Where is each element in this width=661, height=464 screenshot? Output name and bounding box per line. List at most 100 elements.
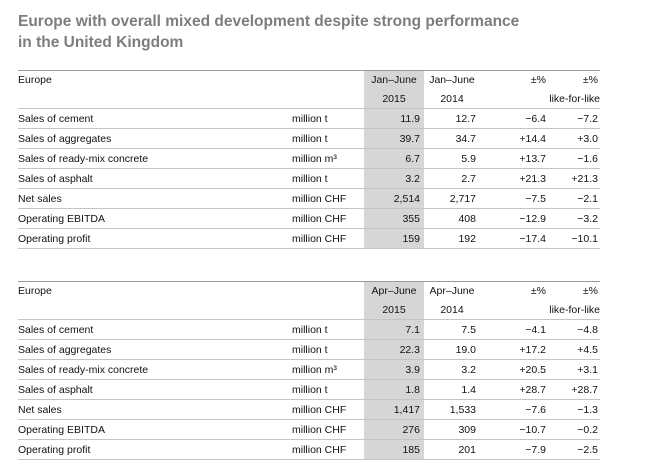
row-unit: million t (292, 383, 328, 396)
region-header: Europe (18, 285, 52, 297)
row-label: Sales of cement (18, 323, 94, 336)
current-period-value: 22.3 (364, 340, 424, 359)
current-period-value: 355 (364, 209, 424, 228)
lfl-change-value: −10.1 (571, 232, 598, 245)
change-pct-value: +20.5 (519, 363, 546, 376)
row-unit: million t (292, 172, 328, 185)
row-label: Sales of aggregates (18, 343, 112, 356)
table-row: Sales of cement million t 11.9 12.7 −6.4 −7.2 (18, 109, 600, 129)
lfl-pct-header: ±% (582, 285, 598, 297)
current-period-value: 1.8 (364, 380, 424, 399)
row-label: Net sales (18, 192, 62, 205)
change-pct-value: −6.4 (525, 112, 546, 125)
current-period-value: 276 (364, 420, 424, 439)
table-row: Sales of ready-mix concrete million m³ 6.7… (18, 149, 600, 169)
row-unit: million t (292, 343, 328, 356)
current-period-value: 6.7 (364, 149, 424, 168)
current-period-value: 3.2 (364, 169, 424, 188)
previous-period-value: 34.7 (455, 132, 476, 145)
table-row: Net sales million CHF 1,417 1,533 −7.6 −1.3 (18, 400, 600, 420)
previous-period-value: 192 (458, 232, 476, 245)
previous-period-value: 1,533 (449, 403, 476, 416)
table-row: Sales of aggregates million t 39.7 34.7 +14.… (18, 129, 600, 149)
lfl-change-value: −0.2 (577, 423, 598, 436)
previous-period-value: 2.7 (461, 172, 476, 185)
lfl-change-value: +3.1 (577, 363, 598, 376)
lfl-change-value: −1.6 (577, 152, 598, 165)
change-pct-value: −7.9 (525, 443, 546, 456)
current-period-value: 7.1 (364, 320, 424, 339)
row-label: Operating EBITDA (18, 423, 105, 436)
previous-period-value: 12.7 (455, 112, 476, 125)
row-unit: million m³ (292, 363, 337, 376)
previous-period-value: 5.9 (461, 152, 476, 165)
row-unit: million t (292, 112, 328, 125)
table-header-row-1: Europe Apr–June Apr–June ±% ±% (18, 281, 600, 300)
period-current-header: Apr–June (364, 282, 424, 300)
table-row: Sales of aggregates million t 22.3 19.0 +17.… (18, 340, 600, 360)
table-row: Sales of ready-mix concrete million m³ 3.9… (18, 360, 600, 380)
row-unit: million CHF (292, 423, 347, 436)
previous-period-value: 2,717 (449, 192, 476, 205)
change-pct-value: −7.5 (525, 192, 546, 205)
previous-period-value: 1.4 (461, 383, 476, 396)
table-body: Sales of cement million t 7.1 7.5 −4.1 −4.8 Sa… (18, 320, 600, 460)
change-pct-value: −17.4 (519, 232, 546, 245)
row-unit: million CHF (292, 212, 347, 225)
change-pct-value: −4.1 (525, 323, 546, 336)
lfl-change-value: −4.8 (577, 323, 598, 336)
lfl-change-value: −7.2 (577, 112, 598, 125)
table-row: Net sales million CHF 2,514 2,717 −7.5 −2.1 (18, 189, 600, 209)
current-period-value: 185 (364, 440, 424, 459)
previous-period-value: 201 (458, 443, 476, 456)
current-period-value: 39.7 (364, 129, 424, 148)
row-label: Operating EBITDA (18, 212, 105, 225)
current-period-value: 159 (364, 229, 424, 248)
lfl-label-header: like-for-like (549, 92, 600, 105)
year-previous-header: 2014 (440, 92, 464, 105)
europe-h1-table: Europe Jan–June Jan–June ±% ±% 2015 2014… (18, 70, 600, 249)
table-header-row-1: Europe Jan–June Jan–June ±% ±% (18, 70, 600, 89)
table-row: Operating profit million CHF 185 201 −7.9 −2.… (18, 440, 600, 460)
table-row: Sales of asphalt million t 1.8 1.4 +28.7 +28.… (18, 380, 600, 400)
row-unit: million CHF (292, 232, 347, 245)
row-unit: million t (292, 132, 328, 145)
row-label: Sales of ready-mix concrete (18, 363, 149, 376)
change-pct-value: +17.2 (519, 343, 546, 356)
table-row: Sales of cement million t 7.1 7.5 −4.1 −4.8 (18, 320, 600, 340)
period-current-header: Jan–June (364, 71, 424, 89)
change-pct-header: ±% (530, 285, 546, 297)
previous-period-value: 3.2 (461, 363, 476, 376)
year-current-header: 2015 (364, 89, 424, 108)
row-unit: million CHF (292, 403, 347, 416)
title-line-1: Europe with overall mixed development de… (18, 13, 520, 30)
title-line-2: in the United Kingdom (18, 34, 184, 51)
change-pct-value: +13.7 (519, 152, 546, 165)
page-title: Europe with overall mixed development de… (18, 11, 618, 53)
row-label: Operating profit (18, 232, 91, 245)
row-label: Sales of ready-mix concrete (18, 152, 149, 165)
europe-q2-table: Europe Apr–June Apr–June ±% ±% 2015 2014… (18, 281, 600, 460)
row-label: Sales of aggregates (18, 132, 112, 145)
previous-period-value: 7.5 (461, 323, 476, 336)
lfl-change-value: −3.2 (577, 212, 598, 225)
lfl-change-value: +4.5 (577, 343, 598, 356)
row-label: Sales of asphalt (18, 172, 93, 185)
change-pct-value: +21.3 (519, 172, 546, 185)
table-body: Sales of cement million t 11.9 12.7 −6.4 −7.2… (18, 109, 600, 249)
previous-period-value: 19.0 (455, 343, 476, 356)
lfl-change-value: +3.0 (577, 132, 598, 145)
lfl-change-value: −2.1 (577, 192, 598, 205)
lfl-pct-header: ±% (582, 74, 598, 86)
region-header: Europe (18, 74, 52, 86)
year-previous-header: 2014 (440, 303, 464, 316)
lfl-change-value: −2.5 (577, 443, 598, 456)
table-row: Sales of asphalt million t 3.2 2.7 +21.3 +21.… (18, 169, 600, 189)
change-pct-header: ±% (530, 74, 546, 86)
row-label: Net sales (18, 403, 62, 416)
row-unit: million CHF (292, 443, 347, 456)
row-label: Operating profit (18, 443, 91, 456)
year-current-header: 2015 (364, 300, 424, 319)
change-pct-value: −7.6 (525, 403, 546, 416)
period-previous-header: Jan–June (429, 74, 475, 86)
